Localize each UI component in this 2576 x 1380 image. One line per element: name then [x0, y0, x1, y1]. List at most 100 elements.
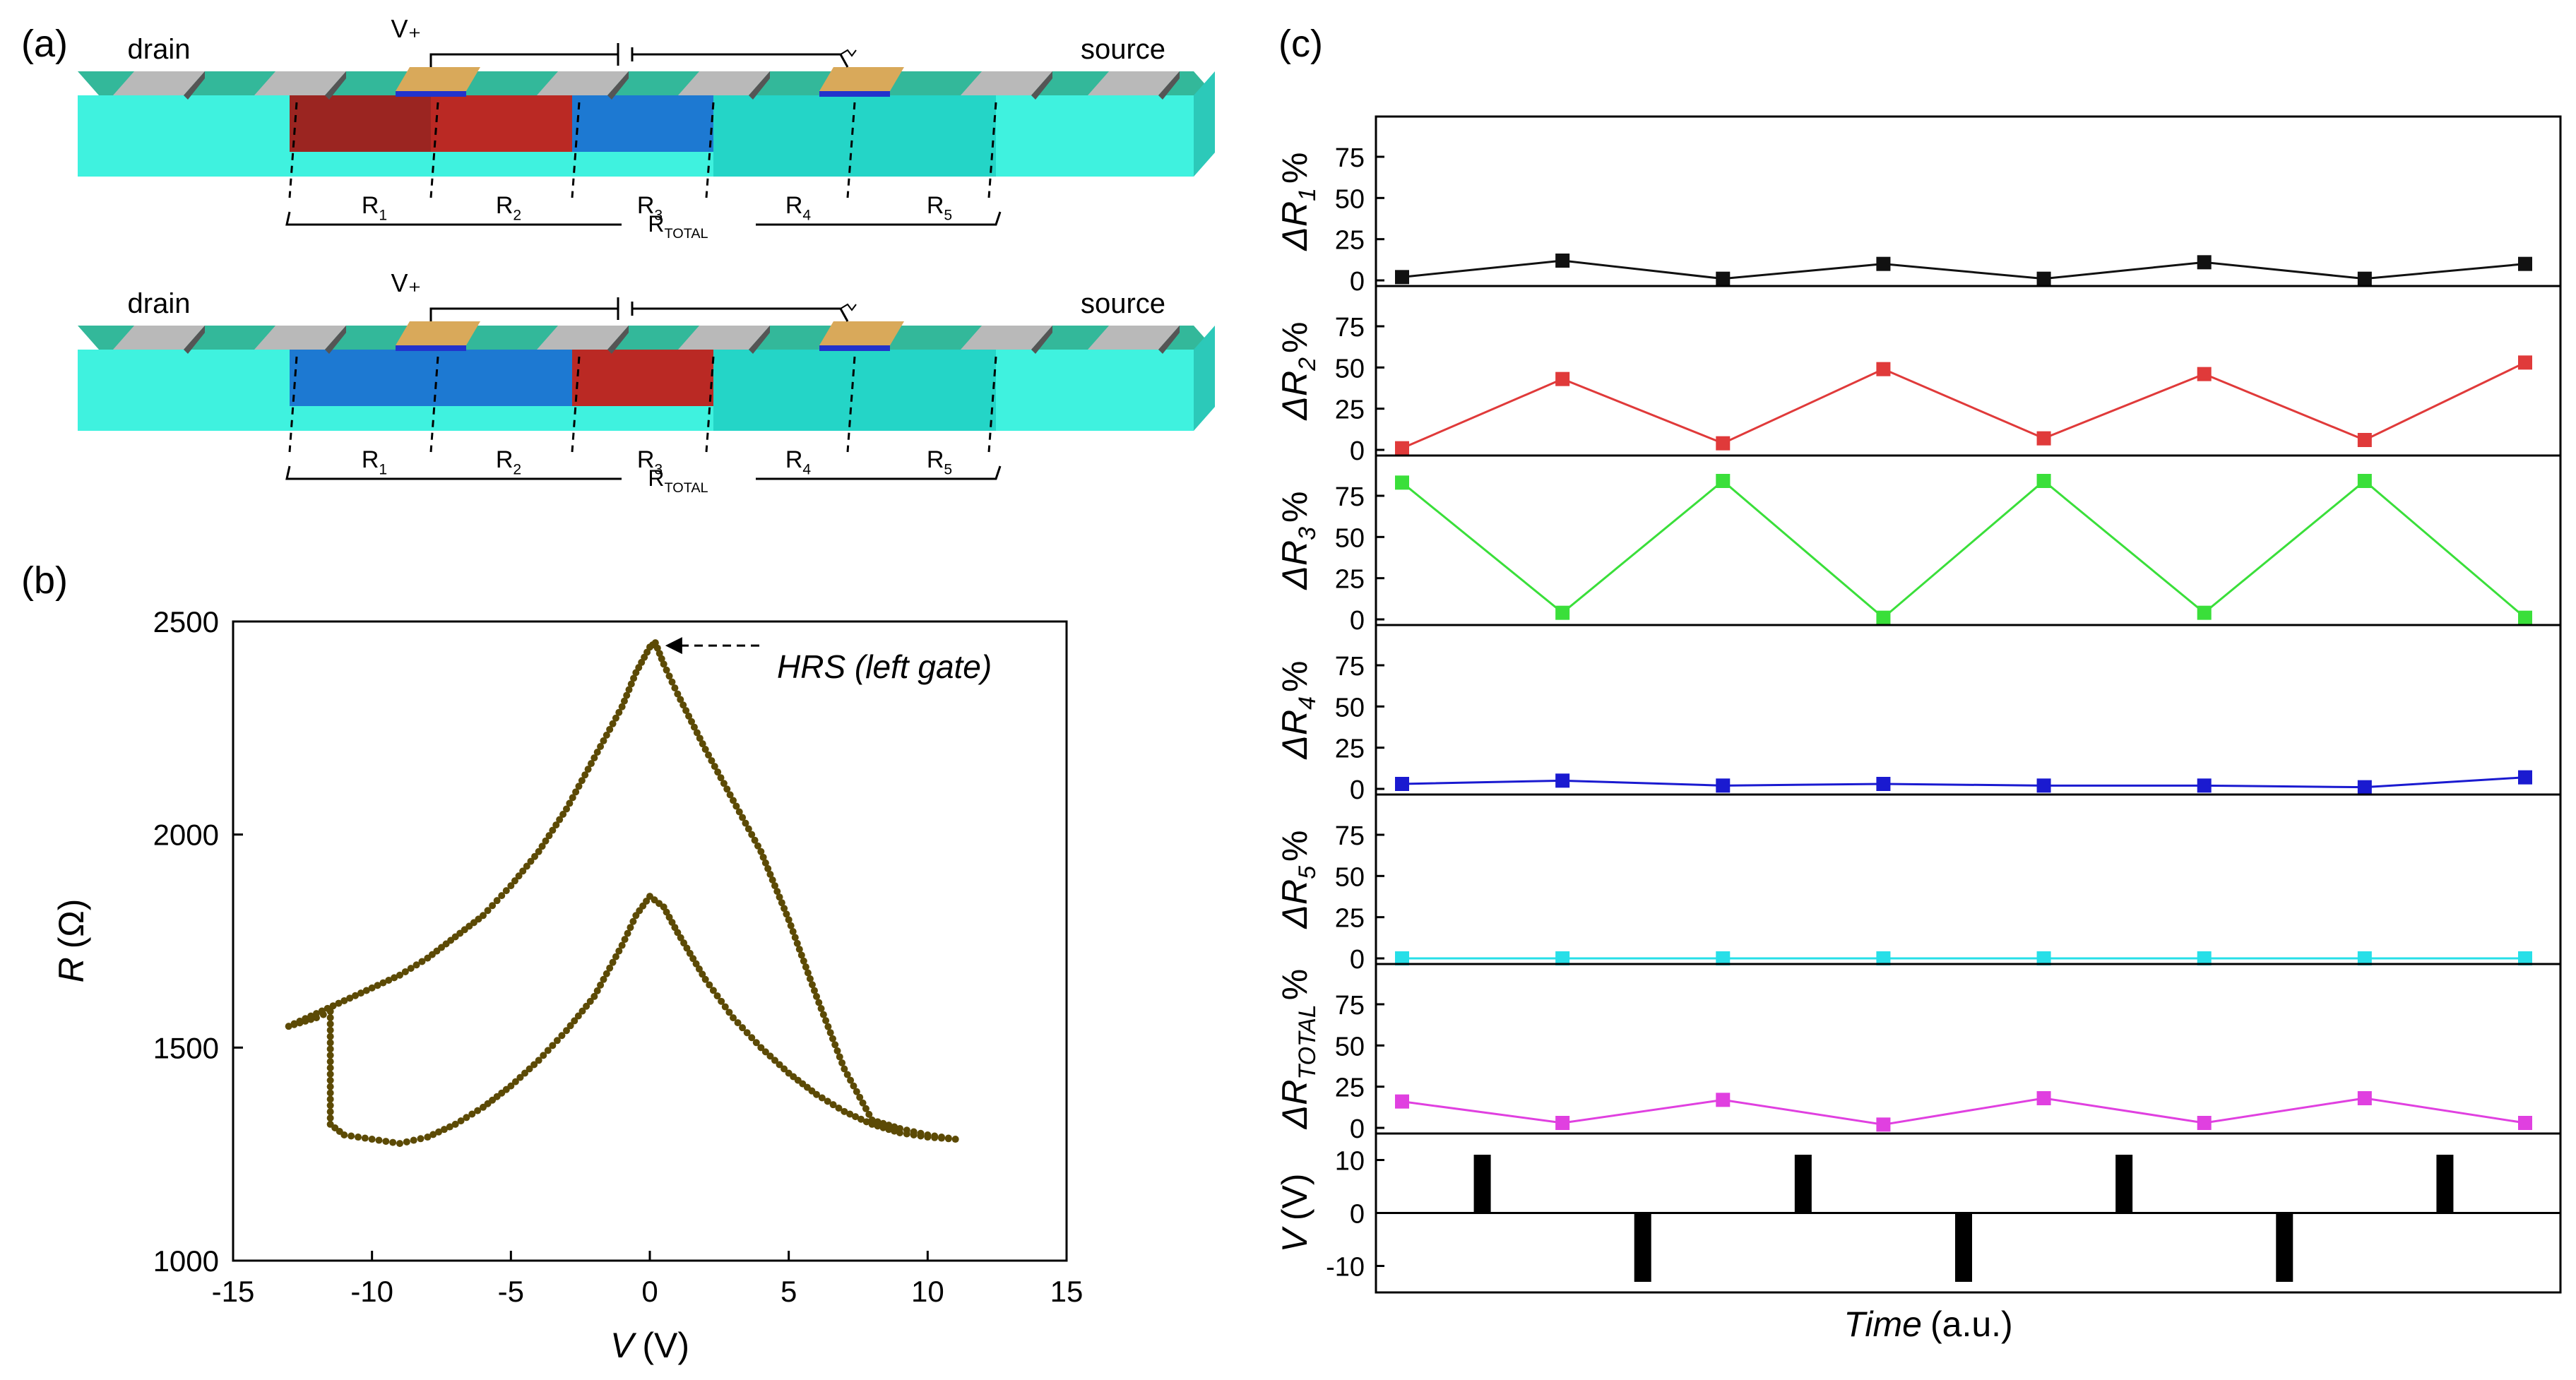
contact-pad-edge-6 — [1158, 326, 1180, 354]
segment-label-R5: R5 — [927, 192, 952, 224]
data-point — [618, 941, 626, 949]
panel-label-b: (b) — [21, 559, 68, 602]
contact-pad-3 — [537, 326, 629, 350]
data-point — [718, 997, 725, 1005]
data-point — [824, 1023, 832, 1030]
data-point — [748, 831, 756, 838]
total-resistance-label: RTOTAL — [648, 465, 708, 496]
x-tick-label: -5 — [498, 1275, 524, 1308]
segment-divider-4 — [705, 356, 715, 453]
data-point — [2036, 1091, 2051, 1105]
data-point — [531, 852, 539, 860]
data-point — [612, 714, 619, 722]
data-point — [553, 1037, 561, 1045]
panel-voltage-pulses: -10 0 10 V(V) — [1275, 1132, 2562, 1294]
data-point — [538, 843, 546, 850]
data-point — [326, 1039, 334, 1047]
data-point — [850, 1082, 857, 1090]
data-point — [374, 982, 381, 989]
data-point — [1876, 951, 1891, 965]
data-point — [403, 1138, 410, 1146]
data-point — [296, 1017, 304, 1025]
data-point — [714, 768, 722, 776]
data-point — [686, 949, 694, 957]
data-point — [771, 882, 778, 890]
contact-pad-edge-2 — [325, 71, 346, 100]
data-point — [507, 882, 515, 890]
data-point — [527, 857, 535, 865]
y-tick-label: 75 — [1335, 821, 1365, 851]
panel-frame — [1375, 624, 2562, 796]
data-point — [326, 1058, 334, 1066]
data-point — [822, 1017, 830, 1025]
data-point — [523, 862, 530, 870]
data-point — [429, 1131, 437, 1138]
contact-pad-5 — [961, 326, 1052, 350]
resistance-vs-voltage-plot: -15 -10 -5 0 5 10 15 1000 1500 2000 2500 HRS (left… — [52, 605, 1083, 1365]
data-point — [418, 958, 426, 965]
x-tick-label: 0 — [641, 1275, 658, 1308]
data-point — [357, 989, 364, 997]
data-point — [2357, 951, 2372, 965]
data-point — [874, 1118, 882, 1126]
data-point — [682, 707, 690, 715]
data-point — [326, 1045, 334, 1053]
data-point — [829, 1035, 836, 1042]
data-point — [578, 777, 586, 785]
data-point — [1716, 778, 1731, 793]
drain-label: drain — [128, 34, 191, 65]
y-tick-label: 25 — [1335, 395, 1365, 425]
data-point — [752, 1039, 760, 1047]
annotation-arrowhead — [665, 637, 682, 655]
data-point — [891, 1123, 898, 1131]
data-point — [817, 1005, 825, 1013]
data-point — [575, 783, 583, 790]
data-point — [793, 939, 801, 947]
contact-pad-edge-4 — [749, 326, 770, 354]
segment-label-R1: R1 — [362, 446, 387, 478]
total-bracket — [285, 211, 1002, 226]
segment-divider-5 — [846, 356, 856, 453]
data-point — [730, 1014, 737, 1022]
data-point — [862, 1105, 869, 1112]
data-point — [412, 961, 420, 969]
contact-pad-2 — [254, 326, 346, 350]
data-point — [489, 902, 497, 910]
data-point — [806, 975, 814, 982]
data-point — [401, 968, 409, 975]
data-point — [2197, 1116, 2212, 1130]
plot-b-ylabel: R(Ω) — [52, 899, 91, 983]
data-point — [549, 826, 557, 834]
contact-pad-edge-1 — [184, 326, 205, 354]
data-point — [379, 979, 387, 987]
data-point — [1876, 610, 1891, 625]
data-point — [440, 1126, 448, 1134]
panel-4: 0 25 50 75 ΔR4% — [1275, 624, 2562, 805]
data-point — [831, 1041, 839, 1049]
data-point — [2357, 474, 2372, 488]
data-point — [1716, 474, 1731, 488]
data-point — [658, 655, 665, 662]
data-point — [856, 1093, 864, 1101]
data-point — [829, 1101, 837, 1109]
data-point — [2518, 1116, 2532, 1130]
data-point — [846, 1110, 854, 1118]
data-point — [819, 1011, 827, 1018]
channel-zone-4 — [713, 350, 855, 431]
data-point — [835, 1105, 843, 1112]
voltage-pulse — [2115, 1155, 2133, 1213]
segment-divider-3 — [571, 102, 581, 198]
data-point — [507, 1082, 515, 1090]
data-point — [600, 737, 607, 744]
device-1: drain source V₊ R1 R2 R3 R4 R5 RTOTAL — [78, 14, 1215, 242]
data-point — [879, 1119, 887, 1127]
data-point — [566, 799, 574, 807]
channel-zone-5 — [855, 350, 996, 431]
panel-1: 0 25 50 75 ΔR1% — [1275, 115, 2562, 297]
data-point — [627, 924, 634, 932]
data-point — [1555, 1116, 1570, 1130]
y-tick-label: 75 — [1335, 143, 1365, 173]
device-schematic: drain source V₊ R1 R2 R3 R4 R5 RTOTAL drain source… — [78, 14, 1215, 496]
data-point — [2357, 433, 2372, 447]
data-point — [535, 1057, 542, 1064]
